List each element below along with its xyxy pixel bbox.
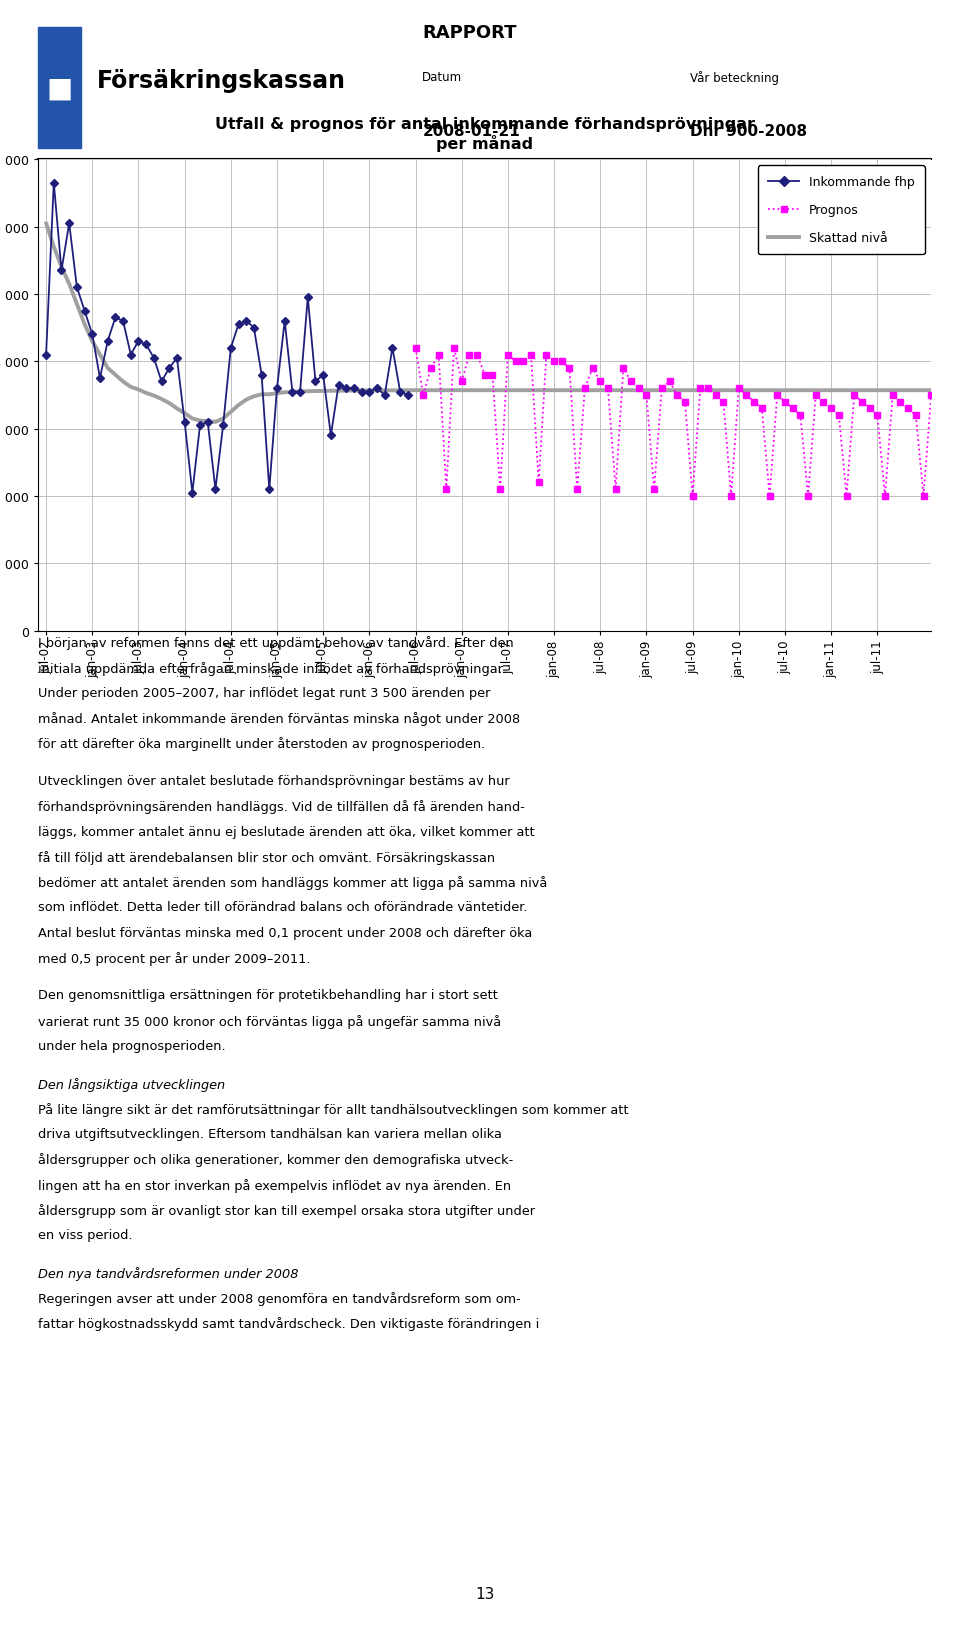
Text: Utvecklingen över antalet beslutade förhandsprövningar bestäms av hur: Utvecklingen över antalet beslutade förh…	[38, 774, 510, 787]
Text: I början av reformen fanns det ett uppdämt behov av tandvård. Efter den: I början av reformen fanns det ett uppdä…	[38, 636, 515, 650]
Text: Vår beteckning: Vår beteckning	[690, 72, 780, 85]
Title: Utfall & prognos för antal inkommande förhandsprövningar
per månad: Utfall & prognos för antal inkommande fö…	[215, 117, 755, 152]
Text: Den genomsnittliga ersättningen för protetikbehandling har i stort sett: Den genomsnittliga ersättningen för prot…	[38, 989, 498, 1002]
Text: Antal beslut förväntas minska med 0,1 procent under 2008 och därefter öka: Antal beslut förväntas minska med 0,1 pr…	[38, 926, 533, 939]
Text: ■: ■	[47, 75, 73, 103]
Text: 13: 13	[475, 1586, 494, 1601]
Text: Dnr 900-2008: Dnr 900-2008	[690, 124, 807, 139]
Text: Den långsiktiga utvecklingen: Den långsiktiga utvecklingen	[38, 1077, 226, 1090]
Text: under hela prognosperioden.: under hela prognosperioden.	[38, 1040, 226, 1053]
Text: månad. Antalet inkommande ärenden förväntas minska något under 2008: månad. Antalet inkommande ärenden förvän…	[38, 712, 520, 725]
Text: RAPPORT: RAPPORT	[422, 23, 516, 41]
Text: driva utgiftsutvecklingen. Eftersom tandhälsan kan variera mellan olika: driva utgiftsutvecklingen. Eftersom tand…	[38, 1128, 502, 1141]
Text: bedömer att antalet ärenden som handläggs kommer att ligga på samma nivå: bedömer att antalet ärenden som handlägg…	[38, 875, 547, 890]
Text: som inflödet. Detta leder till oförändrad balans och oförändrade väntetider.: som inflödet. Detta leder till oförändra…	[38, 901, 528, 914]
Text: för att därefter öka marginellt under återstoden av prognosperioden.: för att därefter öka marginellt under åt…	[38, 737, 486, 751]
Text: förhandsprövningsärenden handläggs. Vid de tillfällen då få ärenden hand-: förhandsprövningsärenden handläggs. Vid …	[38, 800, 525, 813]
Text: Regeringen avser att under 2008 genomföra en tandvårdsreform som om-: Regeringen avser att under 2008 genomför…	[38, 1291, 521, 1306]
Text: åldersgrupp som är ovanligt stor kan till exempel orsaka stora utgifter under: åldersgrupp som är ovanligt stor kan til…	[38, 1203, 536, 1218]
Text: få till följd att ärendebalansen blir stor och omvänt. Försäkringskassan: få till följd att ärendebalansen blir st…	[38, 851, 495, 864]
Text: varierat runt 35 000 kronor och förväntas ligga på ungefär samma nivå: varierat runt 35 000 kronor och förvänta…	[38, 1014, 501, 1029]
FancyBboxPatch shape	[38, 28, 82, 148]
Text: Försäkringskassan: Försäkringskassan	[96, 68, 346, 93]
Text: läggs, kommer antalet ännu ej beslutade ärenden att öka, vilket kommer att: läggs, kommer antalet ännu ej beslutade …	[38, 825, 535, 838]
Text: Den nya tandvårdsreformen under 2008: Den nya tandvårdsreformen under 2008	[38, 1267, 299, 1280]
Text: med 0,5 procent per år under 2009–2011.: med 0,5 procent per år under 2009–2011.	[38, 952, 311, 965]
Text: Under perioden 2005–2007, har inflödet legat runt 3 500 ärenden per: Under perioden 2005–2007, har inflödet l…	[38, 686, 491, 699]
Text: 2008-01-21: 2008-01-21	[422, 124, 520, 139]
Legend: Inkommande fhp, Prognos, Skattad nivå: Inkommande fhp, Prognos, Skattad nivå	[758, 166, 924, 256]
Text: På lite längre sikt är det ramförutsättningar för allt tandhälsoutvecklingen som: På lite längre sikt är det ramförutsättn…	[38, 1102, 629, 1117]
Text: fattar högkostnadsskydd samt tandvårdscheck. Den viktigaste förändringen i: fattar högkostnadsskydd samt tandvårdsch…	[38, 1317, 540, 1330]
Text: lingen att ha en stor inverkan på exempelvis inflödet av nya ärenden. En: lingen att ha en stor inverkan på exempe…	[38, 1178, 512, 1192]
Text: Datum: Datum	[422, 72, 463, 83]
Text: initiala uppdämda efterfrågan minskade inflödet av förhandsprövningar.: initiala uppdämda efterfrågan minskade i…	[38, 662, 506, 675]
Text: en viss period.: en viss period.	[38, 1229, 132, 1242]
Text: åldersgrupper och olika generationer, kommer den demografiska utveck-: åldersgrupper och olika generationer, ko…	[38, 1152, 514, 1167]
